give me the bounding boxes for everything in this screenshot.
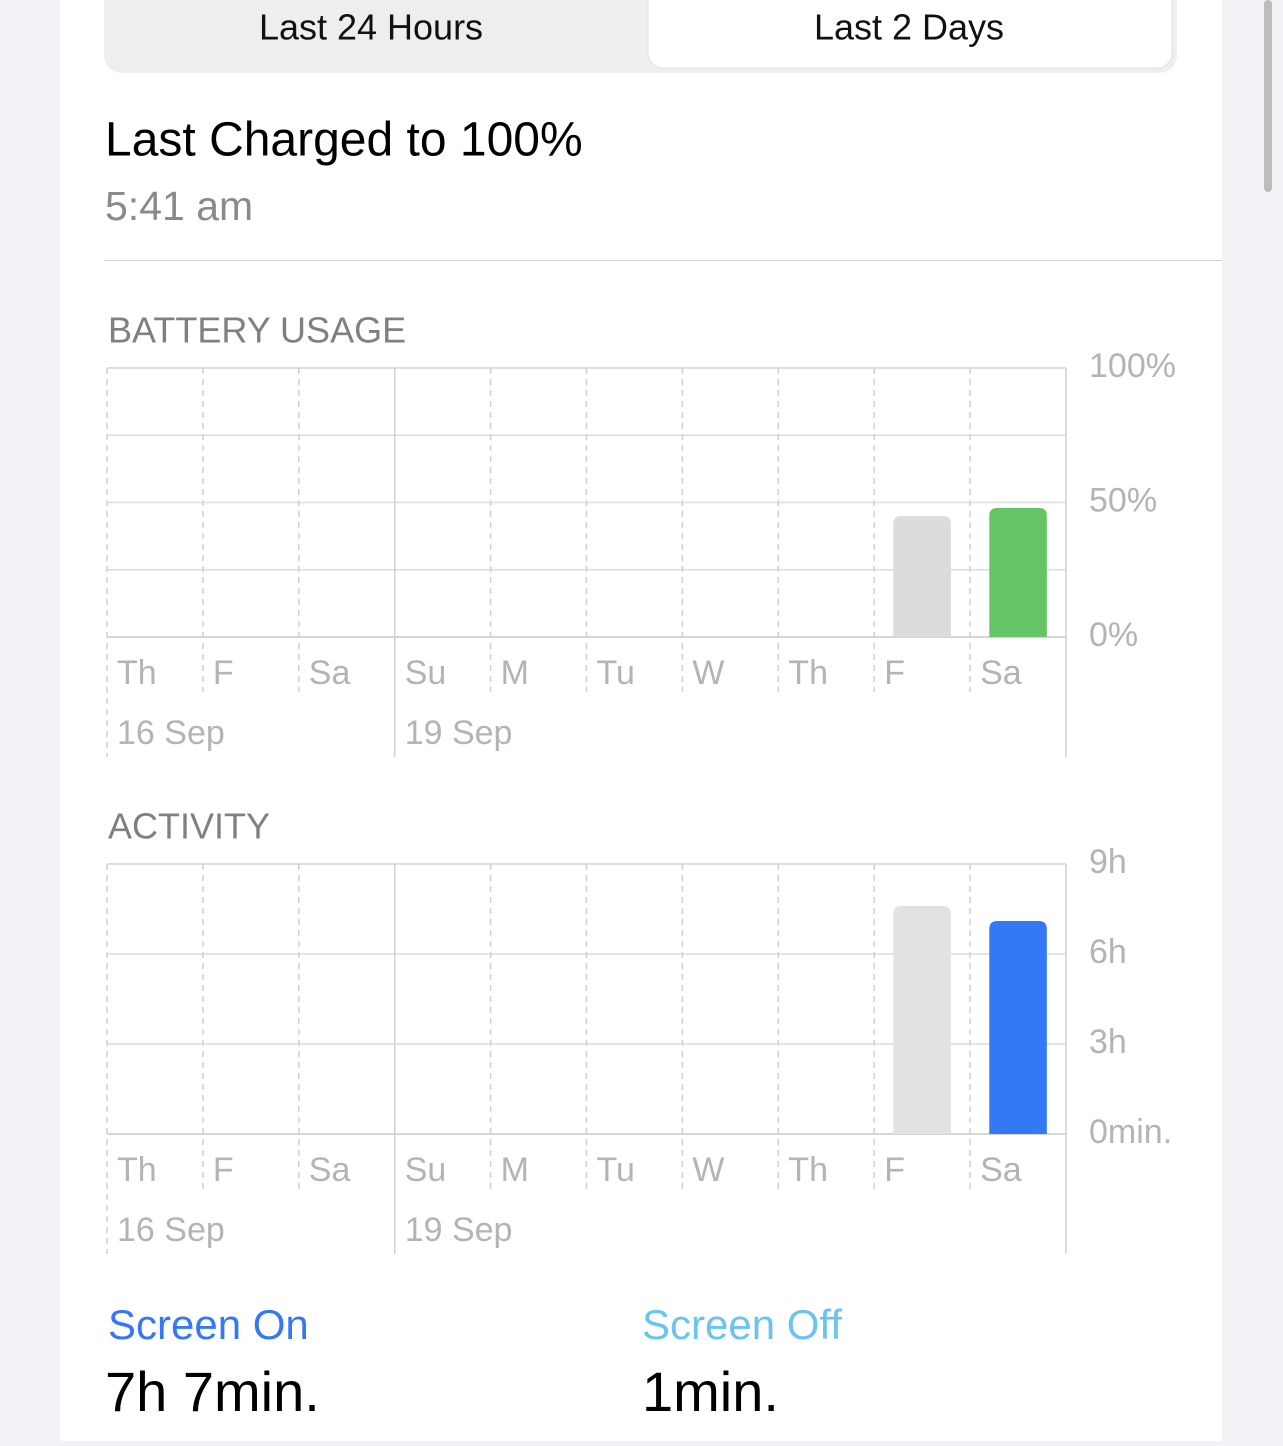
stat-value: 7h 7min. bbox=[105, 1360, 320, 1423]
date-label: 19 Sep bbox=[405, 714, 513, 752]
stat-label: Screen On bbox=[108, 1301, 309, 1348]
x-tick-label: Th bbox=[117, 1151, 157, 1189]
bar bbox=[893, 906, 951, 1134]
x-tick-label: W bbox=[692, 1151, 724, 1189]
x-tick-label: Tu bbox=[597, 1151, 635, 1189]
scrollbar bbox=[1264, 0, 1272, 192]
x-tick-label: Th bbox=[788, 1151, 828, 1189]
bar bbox=[893, 515, 951, 637]
y-tick-label: 0min. bbox=[1089, 1113, 1172, 1151]
date-label: 16 Sep bbox=[117, 714, 225, 752]
last-charged-time: 5:41 am bbox=[105, 183, 253, 229]
card bbox=[60, 0, 1222, 1441]
date-label: 19 Sep bbox=[405, 1211, 513, 1249]
x-tick-label: M bbox=[501, 654, 529, 692]
x-tick-label: Sa bbox=[980, 1151, 1022, 1189]
y-tick-label: 9h bbox=[1089, 843, 1127, 881]
x-tick-label: W bbox=[692, 654, 724, 692]
x-tick-label: Sa bbox=[309, 654, 351, 692]
stat-value: 1min. bbox=[642, 1360, 779, 1423]
x-tick-label: Th bbox=[117, 654, 157, 692]
bar bbox=[989, 507, 1047, 637]
stat-label: Screen Off bbox=[642, 1301, 842, 1348]
y-tick-label: 0% bbox=[1089, 616, 1138, 654]
x-tick-label: F bbox=[213, 654, 234, 692]
section-title: ACTIVITY bbox=[108, 806, 270, 847]
y-tick-label: 6h bbox=[1089, 933, 1127, 971]
x-tick-label: Tu bbox=[597, 654, 635, 692]
x-tick-label: Su bbox=[405, 654, 447, 692]
y-tick-label: 50% bbox=[1089, 481, 1157, 519]
date-label: 16 Sep bbox=[117, 1211, 225, 1249]
last-charged-title: Last Charged to 100% bbox=[105, 114, 583, 167]
x-tick-label: Su bbox=[405, 1151, 447, 1189]
x-tick-label: F bbox=[884, 654, 905, 692]
y-tick-label: 3h bbox=[1089, 1023, 1127, 1061]
x-tick-label: Sa bbox=[309, 1151, 351, 1189]
y-tick-label: 100% bbox=[1089, 347, 1176, 385]
x-tick-label: M bbox=[501, 1151, 529, 1189]
segment-selected bbox=[647, 0, 1173, 69]
bar bbox=[989, 921, 1047, 1134]
x-tick-label: F bbox=[884, 1151, 905, 1189]
x-tick-label: F bbox=[213, 1151, 234, 1189]
section-title: BATTERY USAGE bbox=[108, 310, 406, 351]
segment[interactable]: Last 24 Hours bbox=[259, 7, 483, 48]
x-tick-label: Th bbox=[788, 654, 828, 692]
segment[interactable]: Last 2 Days bbox=[814, 7, 1004, 48]
x-tick-label: Sa bbox=[980, 654, 1022, 692]
